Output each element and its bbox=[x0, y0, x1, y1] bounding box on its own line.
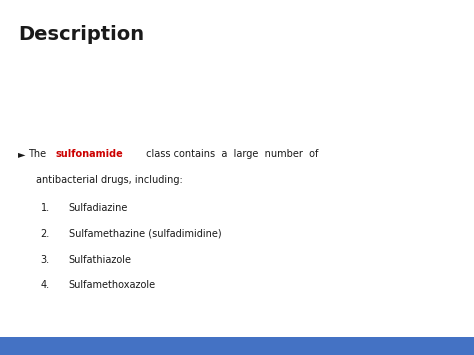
Text: 4.: 4. bbox=[41, 280, 50, 290]
Text: 2.: 2. bbox=[40, 229, 50, 239]
Text: ►: ► bbox=[18, 149, 26, 159]
Text: The: The bbox=[28, 149, 50, 159]
Text: Description: Description bbox=[18, 25, 144, 44]
Text: Sulfamethazine (sulfadimidine): Sulfamethazine (sulfadimidine) bbox=[69, 229, 221, 239]
Text: sulfonamide: sulfonamide bbox=[56, 149, 124, 159]
Text: Sulfamethoxazole: Sulfamethoxazole bbox=[69, 280, 156, 290]
Text: Sulfathiazole: Sulfathiazole bbox=[69, 255, 132, 264]
Text: 3.: 3. bbox=[41, 255, 50, 264]
Bar bbox=[0, 337, 474, 355]
Text: Sulfadiazine: Sulfadiazine bbox=[69, 203, 128, 213]
Text: 1.: 1. bbox=[41, 203, 50, 213]
Text: antibacterial drugs, including:: antibacterial drugs, including: bbox=[36, 175, 182, 185]
Text: class contains  a  large  number  of: class contains a large number of bbox=[143, 149, 319, 159]
